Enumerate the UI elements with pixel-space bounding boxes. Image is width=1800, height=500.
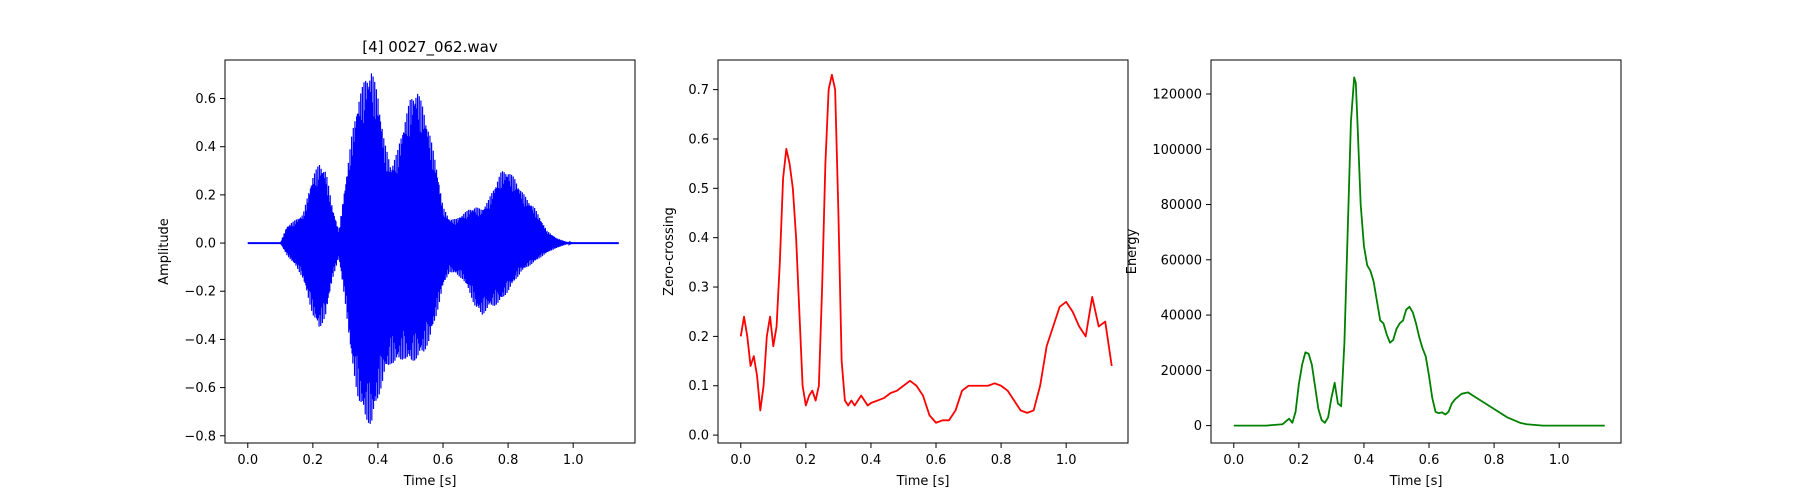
y-tick-label: 0.2 <box>688 330 709 345</box>
y-tick-label: 60000 <box>1161 253 1202 268</box>
x-tick-label: 0.4 <box>861 453 882 468</box>
y-tick-label: 0.6 <box>688 132 709 147</box>
x-tick-label: 0.0 <box>237 453 258 468</box>
x-tick-label: 1.0 <box>563 453 584 468</box>
waveform-series-line <box>247 73 619 424</box>
y-tick-label: −0.2 <box>184 285 216 300</box>
zero-crossing-series-line <box>739 73 1113 424</box>
y-tick-label: −0.6 <box>184 381 216 396</box>
x-tick-label: 0.0 <box>730 453 751 468</box>
x-tick-label: 0.6 <box>433 453 454 468</box>
zero-crossing-panel: 0.0 0.2 0.4 0.6 0.8 1.0 0.7 0.6 0.5 0.4 0.3 0.2 0.1 0… <box>662 59 1129 489</box>
y-tick-label: 120000 <box>1152 87 1202 102</box>
x-tick-label: 0.4 <box>1354 453 1375 468</box>
x-tick-label: 0.8 <box>991 453 1012 468</box>
y-tick-label: 20000 <box>1161 364 1202 379</box>
energy-panel: 0.0 0.2 0.4 0.6 0.8 1.0 120000 100000 80000 60000… <box>1125 59 1622 489</box>
plot-frame <box>1210 59 1622 444</box>
y-tick-label: 0.1 <box>688 379 709 394</box>
plot-frame <box>717 59 1129 444</box>
y-axis-label: Energy <box>1125 228 1140 274</box>
x-tick-label: 0.6 <box>926 453 947 468</box>
y-tick-label: 0 <box>1194 419 1202 434</box>
y-tick-label: 0.3 <box>688 281 709 296</box>
x-tick-label: 0.4 <box>368 453 389 468</box>
x-tick-label: 0.8 <box>498 453 519 468</box>
x-tick-label: 1.0 <box>1056 453 1077 468</box>
y-tick-label: 0.5 <box>688 182 709 197</box>
y-tick-label: 0.6 <box>195 92 216 107</box>
x-axis-label: Time [s] <box>403 474 457 489</box>
chart-title: [4] 0027_062.wav <box>362 38 498 57</box>
x-tick-label: 0.0 <box>1223 453 1244 468</box>
y-tick-label: 80000 <box>1161 198 1202 213</box>
x-tick-label: 0.2 <box>796 453 817 468</box>
y-tick-label: 100000 <box>1152 143 1202 158</box>
y-tick-label: 0.2 <box>195 188 216 203</box>
y-tick-label: 0.4 <box>195 140 216 155</box>
x-tick-label: 0.6 <box>1419 453 1440 468</box>
y-axis-label: Zero-crossing <box>662 207 677 296</box>
x-axis-label: Time [s] <box>896 474 950 489</box>
x-tick-label: 0.8 <box>1484 453 1505 468</box>
y-tick-label: −0.8 <box>184 429 216 444</box>
y-tick-label: 0.4 <box>688 231 709 246</box>
y-tick-label: 0.0 <box>688 429 709 444</box>
x-tick-label: 0.2 <box>1289 453 1310 468</box>
plot-frame <box>224 59 636 444</box>
y-axis-label: Amplitude <box>157 218 172 285</box>
x-axis-label: Time [s] <box>1389 474 1443 489</box>
y-tick-label: 0.7 <box>688 83 709 98</box>
y-tick-label: 0.0 <box>195 237 216 252</box>
y-tick-label: 40000 <box>1161 309 1202 324</box>
x-tick-label: 0.2 <box>303 453 324 468</box>
x-tick-label: 1.0 <box>1549 453 1570 468</box>
waveform-panel: 0.0 0.2 0.4 0.6 0.8 1.0 0.6 0.4 0.2 0.0 −0.2 −0.4 −0… <box>157 38 636 489</box>
energy-series-line <box>1233 76 1605 427</box>
y-tick-label: −0.4 <box>184 333 216 348</box>
